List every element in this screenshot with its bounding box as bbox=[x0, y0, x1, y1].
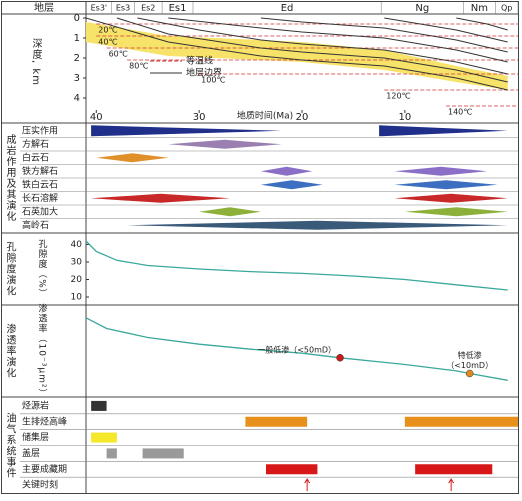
event-bar bbox=[404, 416, 518, 427]
range-shape bbox=[168, 139, 282, 149]
row-label: 压实作用 bbox=[22, 124, 58, 136]
event-bar bbox=[106, 448, 117, 459]
event-arrow bbox=[448, 478, 455, 492]
event-bar bbox=[245, 416, 308, 427]
burial-plot bbox=[86, 17, 518, 107]
range-shape bbox=[260, 166, 313, 176]
y-tick-label: 10 bbox=[71, 293, 83, 303]
x-tick-label: 20 bbox=[296, 112, 309, 123]
row-label: 关键时刻 bbox=[22, 479, 58, 491]
legend-label: 等温线 bbox=[186, 55, 213, 67]
stratum-name: Es3 bbox=[116, 4, 130, 13]
x-axis-label: 地质时间(Ma) bbox=[237, 110, 293, 122]
row-label: 铁白云石 bbox=[22, 178, 58, 190]
row-label: 生排烃高峰 bbox=[22, 415, 67, 427]
section-label: 渗透率演化 bbox=[4, 322, 16, 378]
isotherm-label: 40℃ bbox=[98, 38, 117, 47]
row-label: 石英加大 bbox=[22, 205, 58, 217]
row-label: 储集层 bbox=[22, 431, 49, 443]
stratum-boundary bbox=[116, 17, 508, 83]
stratum-boundary bbox=[260, 17, 508, 53]
row-label: 铁方解石 bbox=[22, 165, 58, 177]
stratum-boundary bbox=[168, 17, 508, 63]
range-shape bbox=[394, 193, 508, 203]
isotherm-label: 20℃ bbox=[98, 26, 117, 35]
point-marker bbox=[336, 354, 344, 362]
outer-frame bbox=[1, 1, 519, 494]
y-tick-label: 30 bbox=[71, 258, 83, 268]
x-tick-label: 30 bbox=[193, 112, 206, 123]
y-tick-label: 20 bbox=[71, 275, 83, 285]
range-shape bbox=[199, 207, 261, 217]
y-axis-label: 深度, km bbox=[30, 38, 42, 86]
isotherm-label: 120℃ bbox=[386, 92, 410, 101]
range-shape bbox=[394, 180, 498, 190]
event-bar bbox=[266, 464, 318, 475]
stratum-name: Ed bbox=[281, 3, 294, 14]
y-tick-label: 2 bbox=[74, 53, 80, 64]
y-axis-label: 渗透率（10⁻³μm²） bbox=[37, 302, 48, 398]
stratum-name: Es2 bbox=[141, 4, 155, 13]
y-tick-label: 40 bbox=[71, 240, 83, 250]
event-arrow bbox=[304, 478, 311, 492]
point-marker bbox=[465, 369, 474, 378]
y-tick-label: 0 bbox=[74, 13, 80, 24]
row-label: 长石溶解 bbox=[22, 192, 58, 204]
range-shape bbox=[379, 125, 508, 137]
stratum-boundary bbox=[456, 17, 508, 31]
y-axis-label: 孔隙度（%） bbox=[37, 239, 48, 299]
range-shape bbox=[91, 193, 230, 203]
row-label: 高岭石 bbox=[22, 219, 49, 231]
stratum-name: Qp bbox=[501, 4, 512, 13]
section-label: 成岩作用及其演化 bbox=[4, 134, 16, 222]
point-label: 特低渗 bbox=[458, 350, 482, 360]
y-tick-label: 1 bbox=[74, 33, 80, 44]
row-label: 方解石 bbox=[22, 138, 49, 150]
event-bar bbox=[142, 448, 184, 459]
event-bar bbox=[415, 464, 493, 475]
event-bar bbox=[91, 400, 107, 411]
point-label: （<10mD） bbox=[446, 361, 493, 370]
stratum-name: Nm bbox=[471, 3, 488, 14]
range-shape bbox=[91, 125, 282, 137]
isotherm-label: 140℃ bbox=[448, 108, 472, 117]
row-label: 白云石 bbox=[22, 151, 49, 163]
section-label: 油气系统事件 bbox=[4, 411, 16, 478]
range-shape bbox=[394, 166, 488, 176]
y-tick-label: 3 bbox=[74, 73, 80, 84]
stratum-name: Ng bbox=[415, 3, 429, 14]
stratum-boundary bbox=[384, 17, 508, 43]
event-bar bbox=[91, 432, 117, 443]
stratum-boundary bbox=[86, 17, 508, 91]
range-shape bbox=[96, 153, 169, 163]
range-shape bbox=[260, 180, 323, 190]
section-label: 孔隙度演化 bbox=[4, 241, 16, 296]
range-shape bbox=[404, 207, 508, 217]
row-label: 烃源岩 bbox=[22, 399, 49, 411]
row-label: 盖层 bbox=[22, 447, 40, 459]
curve-line bbox=[85, 240, 508, 291]
x-tick-label: 40 bbox=[90, 112, 103, 123]
legend-label: 地层边界 bbox=[186, 67, 222, 79]
y-tick-label: 4 bbox=[74, 93, 80, 104]
x-tick-label: 10 bbox=[398, 112, 411, 123]
isotherm-label: 60℃ bbox=[109, 50, 128, 59]
stratum-name: Es3' bbox=[91, 4, 108, 13]
row-label: 主要成藏期 bbox=[22, 463, 67, 475]
burial-band bbox=[86, 22, 508, 90]
range-shape bbox=[127, 220, 508, 230]
isotherm-label: 100℃ bbox=[201, 76, 225, 85]
stratum-boundary bbox=[137, 17, 508, 75]
curve-line bbox=[85, 317, 508, 381]
point-label: 一般低渗（<50mD） bbox=[257, 344, 336, 354]
stratum-name: Es1 bbox=[169, 3, 187, 14]
header-label: 地层 bbox=[34, 1, 54, 14]
isotherm-label: 80℃ bbox=[129, 62, 148, 71]
